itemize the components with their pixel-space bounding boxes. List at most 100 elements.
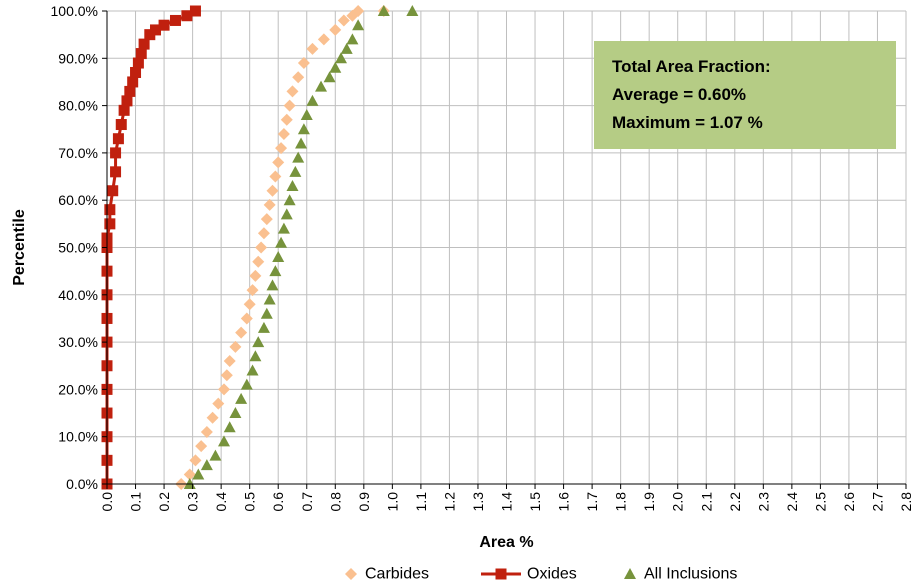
x-tick-label: 2.4 [784,492,800,512]
all-inclusions-point [272,250,285,262]
x-tick-label: 1.3 [470,492,486,512]
oxides-point [121,95,133,107]
carbides-point [249,269,262,282]
x-tick-label: 0.2 [156,492,172,512]
carbides-point [277,127,290,140]
x-tick-label: 1.7 [584,492,600,512]
x-tick-label: 1.5 [527,492,543,512]
annotation-line-average: Average = 0.60% [612,85,746,104]
carbides-point [317,33,330,46]
all-inclusions-point [192,468,205,480]
legend-label: Oxides [527,566,577,583]
x-tick-label: 2.7 [869,492,885,512]
oxides-point [110,147,122,159]
all-inclusions-point [340,42,353,54]
oxides-point [107,185,119,197]
all-inclusions-point [283,194,296,206]
all-inclusions-point [323,71,336,83]
x-tick-label: 0.5 [242,492,258,512]
all-inclusions-point [275,236,288,248]
x-tick-label: 1.9 [641,492,657,512]
y-tick-label: 30.0% [58,334,98,350]
all-inclusions-point [223,421,236,433]
all-inclusions-point [240,378,253,390]
oxides-point [181,10,193,22]
all-inclusions-point [297,123,310,135]
all-inclusions-point [289,165,302,177]
legend: Carbides Oxides All Inclusions [345,566,737,583]
x-tick-label: 0.6 [270,492,286,512]
all-inclusions-point [352,19,365,31]
y-tick-label: 100.0% [51,3,98,19]
carbides-point [337,14,350,27]
oxides-point [132,57,144,69]
carbides-point [352,5,365,17]
oxides-point [189,5,201,17]
oxides-point [110,166,122,178]
legend-all-inclusions-marker [624,568,636,579]
y-axis-title: Percentile [11,209,28,286]
legend-item-oxides: Oxides [481,566,577,583]
all-inclusions-point [300,109,313,121]
all-inclusions-point [235,392,248,404]
legend-carbides-marker [345,568,357,580]
y-tick-label: 80.0% [58,98,98,114]
carbides-point [292,71,305,84]
all-inclusions-point [406,5,419,16]
carbides-point [200,425,213,438]
x-tick-label: 1.2 [441,492,457,512]
all-inclusions-point [295,137,308,149]
all-inclusions-point [249,350,262,362]
oxides-point [104,204,116,216]
oxides-point [130,66,142,78]
oxides-point [118,104,130,116]
x-tick-label: 2.6 [841,492,857,512]
carbides-point [252,255,265,268]
all-inclusions-point [209,449,222,461]
carbides-point [257,227,270,240]
y-tick-label: 10.0% [58,429,98,445]
carbides-point [283,99,296,112]
x-tick-label: 0.7 [299,492,315,512]
series-all-inclusions [183,5,419,489]
all-inclusions-point [315,80,328,92]
legend-label: Carbides [365,566,429,583]
all-inclusions-point [377,5,390,16]
oxides-point [138,38,150,50]
y-tick-label: 70.0% [58,145,98,161]
annotation-line-maximum: Maximum = 1.07 % [612,113,763,132]
all-inclusions-point [252,336,265,348]
y-tick-label: 60.0% [58,192,98,208]
carbides-point [263,198,276,211]
y-tick-label: 90.0% [58,50,98,66]
all-inclusions-point [329,61,342,73]
x-tick-label: 1.8 [613,492,629,512]
all-inclusions-point [257,321,270,333]
oxides-point [150,24,162,36]
carbides-point [246,284,259,297]
carbides-point [220,369,233,382]
x-tick-label: 2.8 [898,492,912,512]
legend-label: All Inclusions [644,566,737,583]
annotation-line-title: Total Area Fraction: [612,57,771,76]
carbides-point [297,57,310,70]
oxides-point [169,14,181,26]
x-tick-label: 0.8 [327,492,343,512]
oxides-point [158,19,170,31]
all-inclusions-point [266,279,279,291]
x-tick-label: 1.0 [384,492,400,512]
series-carbides [175,5,390,490]
carbides-point [275,142,288,155]
all-inclusions-point [292,151,305,163]
x-tick-label: 1.6 [556,492,572,512]
all-inclusions-point [263,293,276,305]
x-axis-title: Area % [479,534,533,551]
oxides-point [112,133,124,145]
carbides-point [329,23,342,36]
all-inclusions-point [286,180,299,192]
legend-item-all-inclusions: All Inclusions [624,566,737,583]
carbides-point [243,298,256,311]
all-inclusions-point [217,435,230,447]
carbides-point [272,156,285,169]
